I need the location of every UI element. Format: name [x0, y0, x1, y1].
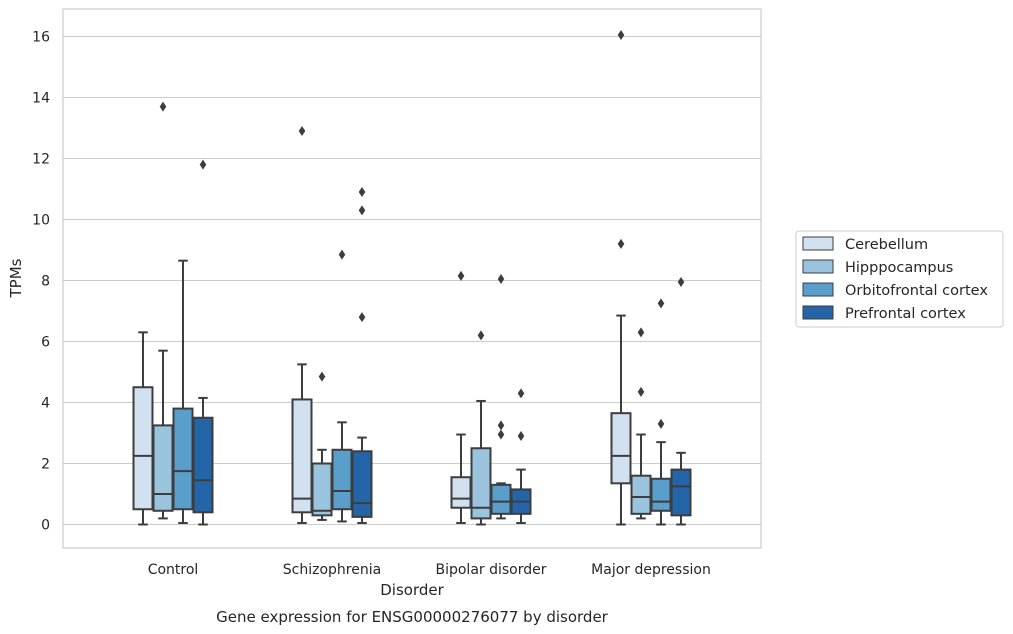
box	[490, 273, 512, 520]
series-cerebellum	[132, 29, 632, 526]
legend-label: Hipppocampus	[845, 260, 953, 276]
outlier-point	[497, 273, 505, 284]
outlier-point	[637, 327, 645, 338]
box-iqr	[152, 424, 174, 512]
box	[192, 159, 214, 526]
box-iqr	[490, 483, 512, 515]
box	[510, 388, 532, 524]
outlier-point	[199, 159, 207, 170]
outlier-point	[617, 29, 625, 40]
box	[670, 277, 692, 526]
box-iqr	[630, 474, 652, 515]
y-tick-label: 8	[41, 274, 50, 290]
y-tick-label: 6	[41, 335, 50, 351]
box	[331, 249, 353, 523]
box-iqr	[331, 448, 353, 511]
legend-label: Orbitofrontal cortex	[845, 283, 988, 299]
box-iqr	[670, 468, 692, 517]
plot-area	[62, 8, 762, 549]
outlier-point	[677, 277, 685, 288]
series-orbitofrontal-cortex	[172, 249, 672, 526]
outlier-point	[637, 386, 645, 397]
outlier-point	[318, 371, 326, 382]
legend-label: Prefrontal cortex	[845, 306, 966, 322]
x-tick-label: Bipolar disorder	[435, 562, 546, 578]
box-iqr	[132, 386, 154, 511]
x-tick-label: Control	[148, 562, 199, 578]
legend: Cerebellum Hipppocampus Orbitofrontal cort…	[795, 230, 1004, 328]
box-iqr	[470, 447, 492, 520]
box	[630, 327, 652, 520]
legend-swatch	[802, 282, 834, 297]
legend-swatch	[802, 236, 834, 251]
box-iqr	[311, 462, 333, 517]
outlier-point	[159, 101, 167, 112]
box-iqr	[291, 398, 313, 514]
legend-swatch	[802, 259, 834, 274]
x-tick-labels: Control Schizophrenia Bipolar disorder Majo…	[148, 562, 711, 578]
y-tick-label: 10	[32, 213, 50, 229]
box	[450, 270, 472, 524]
outlier-point	[338, 249, 346, 260]
outlier-point	[358, 187, 366, 198]
box-iqr	[192, 416, 214, 514]
y-tick-label: 16	[32, 30, 50, 46]
box	[311, 371, 333, 521]
box	[132, 331, 154, 526]
y-tick-label: 14	[32, 91, 50, 107]
y-tick-label: 0	[41, 518, 50, 534]
series-prefrontal-cortex	[192, 159, 692, 526]
outlier-point	[657, 418, 665, 429]
box	[650, 298, 672, 526]
box-iqr	[351, 450, 373, 518]
outlier-point	[517, 431, 525, 442]
box	[172, 259, 194, 524]
box-iqr	[650, 477, 672, 512]
x-tick-label: Schizophrenia	[283, 562, 381, 578]
outlier-point	[657, 298, 665, 309]
box-iqr	[450, 476, 472, 509]
box-series	[132, 29, 692, 526]
outlier-point	[457, 270, 465, 281]
box	[610, 29, 632, 526]
y-tick-label: 2	[41, 457, 50, 473]
outlier-point	[497, 429, 505, 440]
x-tick-label: Major depression	[591, 562, 711, 578]
y-tick-label: 4	[41, 396, 50, 412]
outlier-point	[477, 330, 485, 341]
outlier-point	[517, 388, 525, 399]
outlier-point	[358, 312, 366, 323]
box	[291, 126, 313, 524]
legend-frame	[795, 230, 1004, 328]
outlier-point	[298, 126, 306, 137]
legend-swatch	[802, 305, 834, 320]
y-tick-label: 12	[32, 152, 50, 168]
box	[351, 187, 373, 524]
series-hipppocampus	[152, 101, 652, 526]
box	[470, 330, 492, 526]
box-iqr	[610, 412, 632, 485]
outlier-point	[617, 238, 625, 249]
legend-label: Cerebellum	[845, 237, 928, 253]
chart-caption: Gene expression for ENSG00000276077 by d…	[216, 608, 609, 626]
y-axis-label: TPMs	[7, 258, 25, 298]
x-axis-label: Disorder	[380, 581, 444, 599]
outlier-point	[358, 205, 366, 216]
outlier-point	[497, 420, 505, 431]
box	[152, 101, 174, 520]
y-tick-labels: 0 2 4 6 8 10 12 14 16	[32, 30, 50, 534]
box-iqr	[172, 407, 194, 511]
